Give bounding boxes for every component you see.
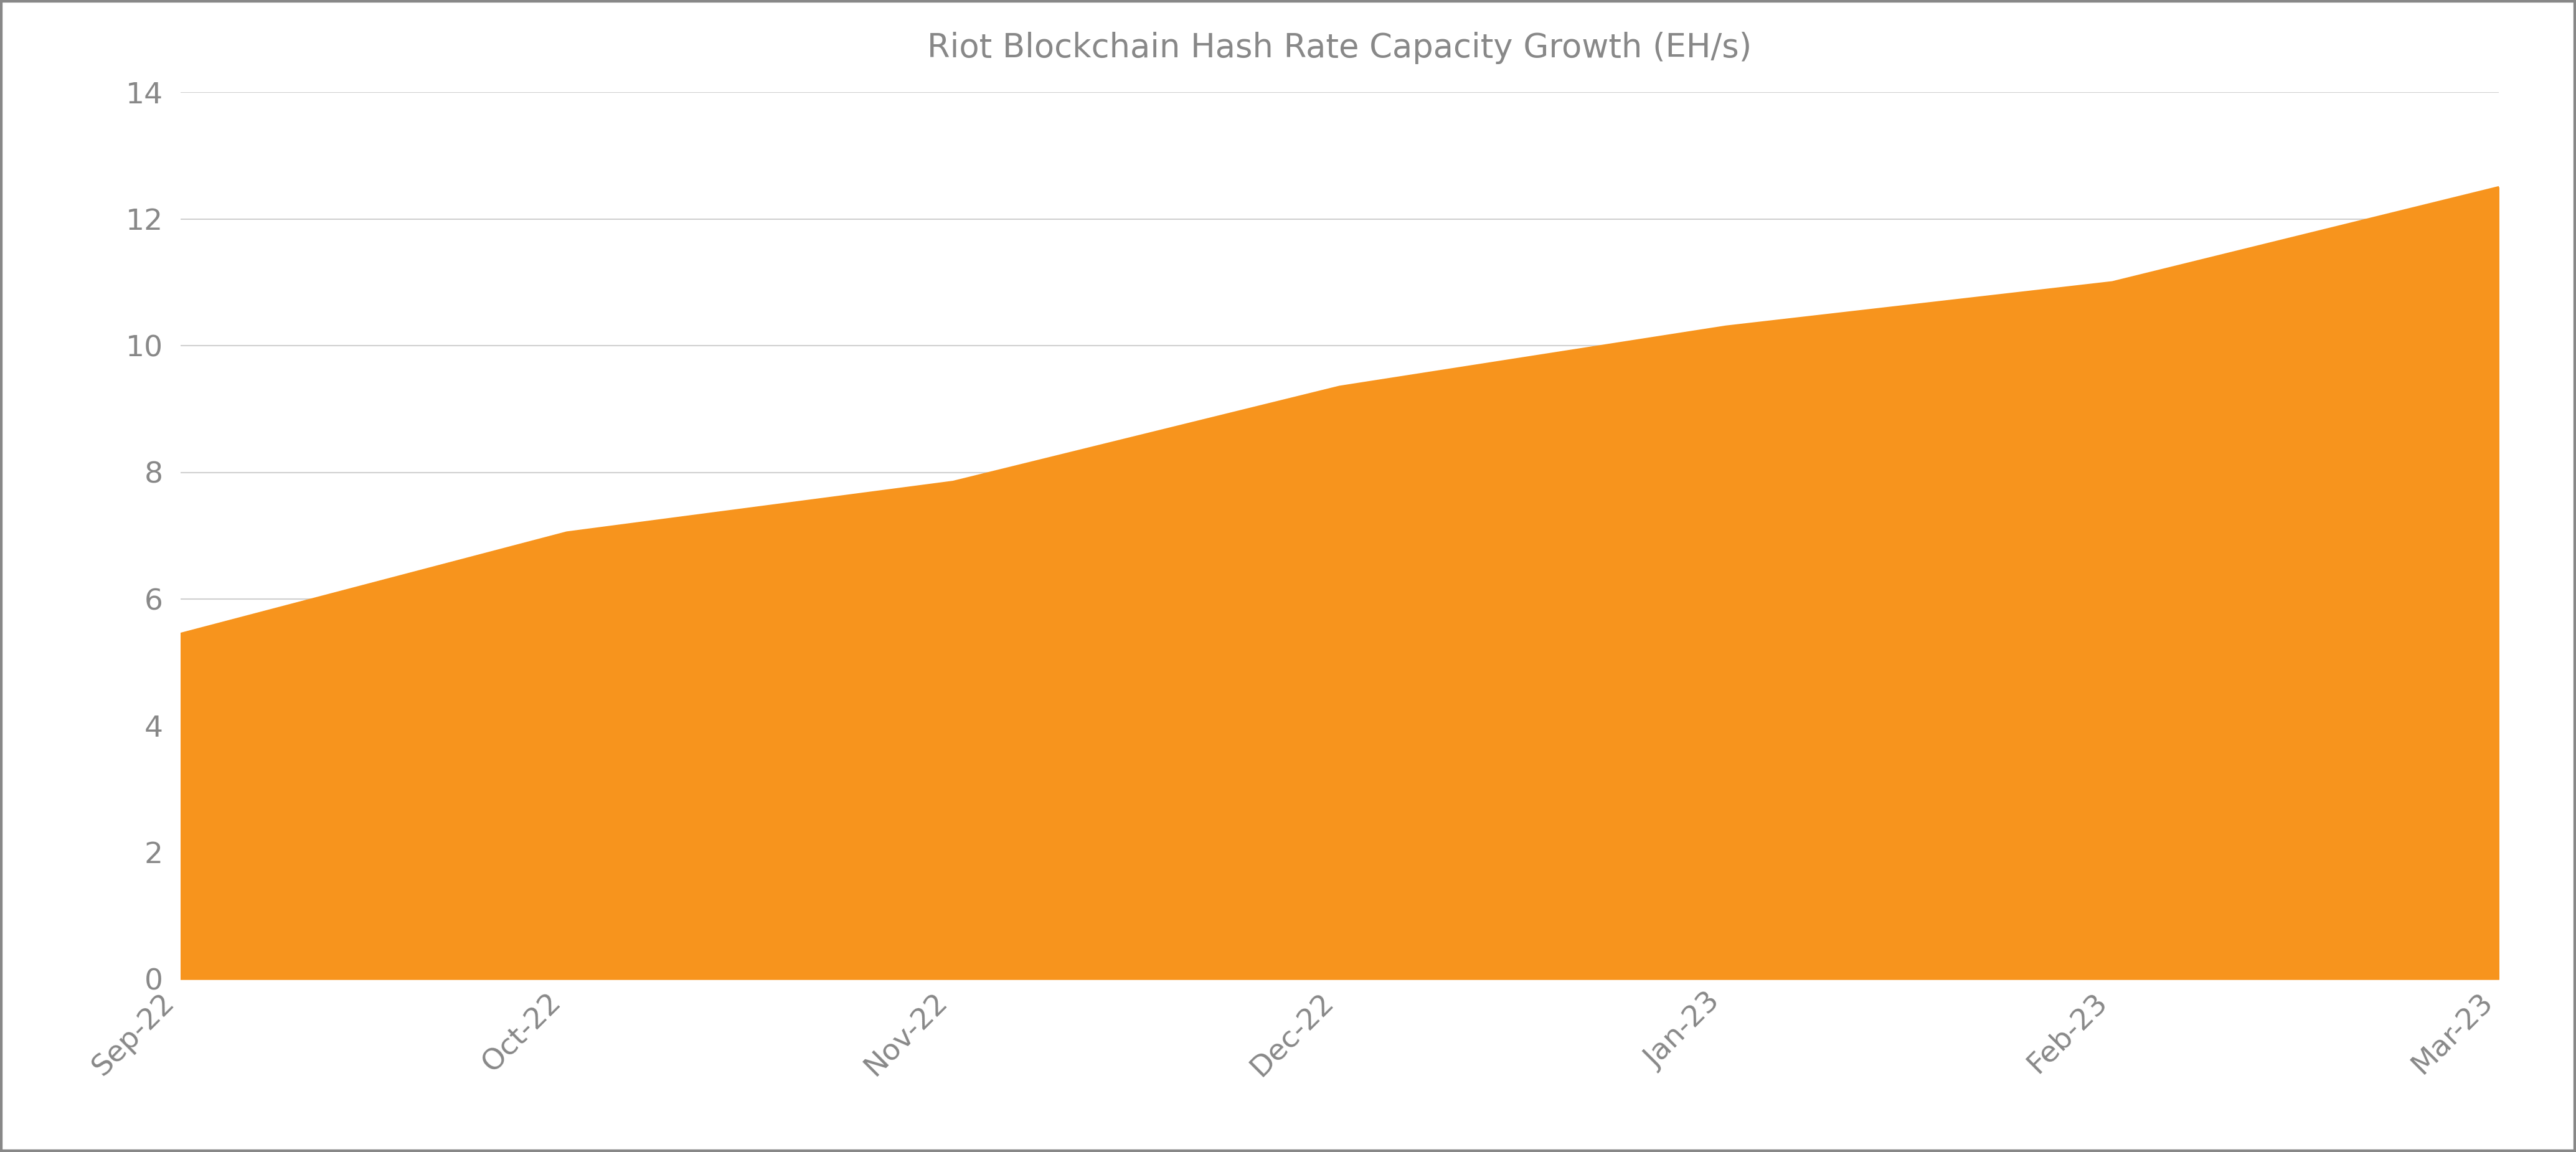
Title: Riot Blockchain Hash Rate Capacity Growth (EH/s): Riot Blockchain Hash Rate Capacity Growt… <box>927 32 1752 65</box>
